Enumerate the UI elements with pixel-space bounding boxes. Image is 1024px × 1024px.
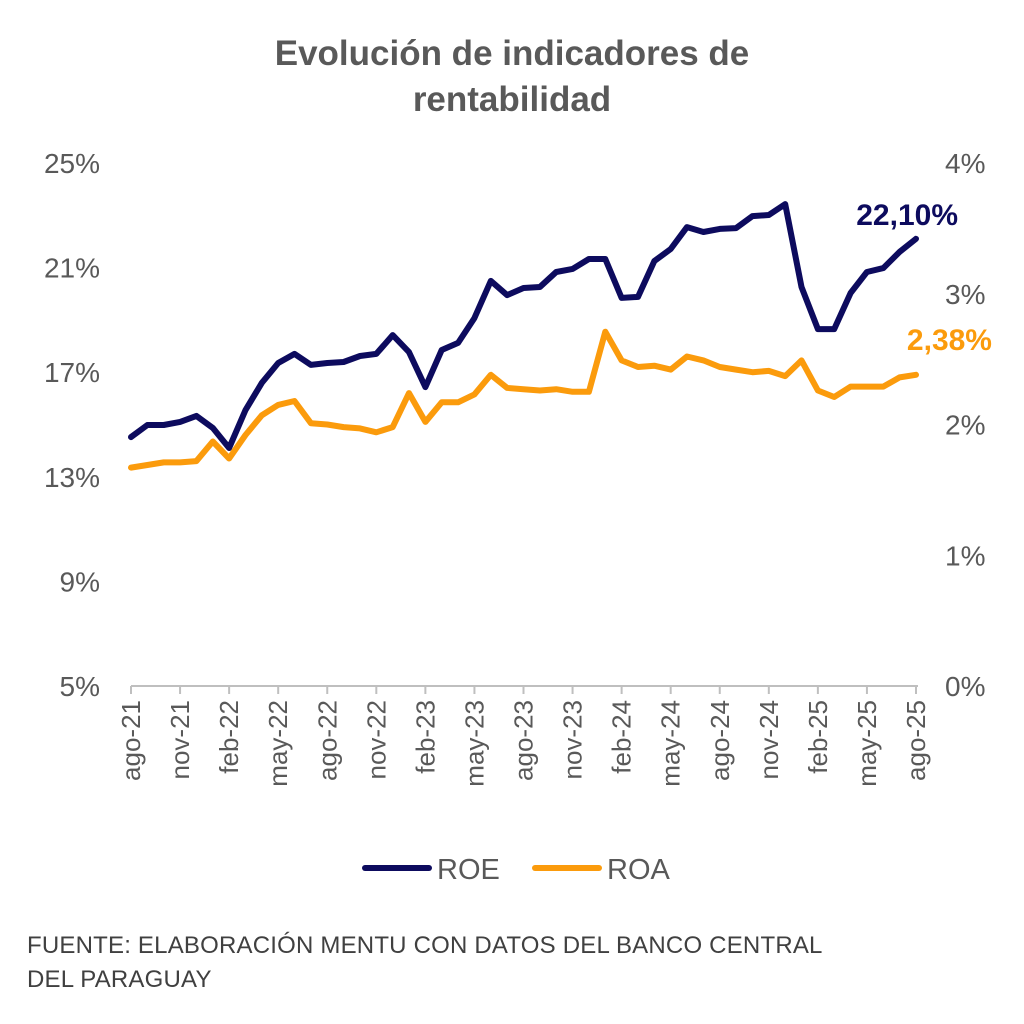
legend-label-roe: ROE xyxy=(437,854,500,886)
legend-label-roa: ROA xyxy=(607,854,671,886)
series-line-roa xyxy=(128,328,919,471)
y-right-tick-label: 4% xyxy=(945,148,985,179)
y-left-tick-label: 5% xyxy=(60,671,100,702)
x-tick-label: may-22 xyxy=(263,700,293,787)
y-left-tick-label: 17% xyxy=(44,357,100,388)
x-tick-label: may-25 xyxy=(852,700,882,787)
x-tick-label: may-24 xyxy=(656,700,686,787)
y-right-tick-label: 0% xyxy=(945,671,985,702)
x-tick-label: may-23 xyxy=(459,700,489,787)
x-tick-label: ago-22 xyxy=(312,700,342,781)
roa-last-value-label: 2,38% xyxy=(907,324,992,357)
source-note-line-2: DEL PARAGUAY xyxy=(27,966,212,993)
x-tick-label: nov-22 xyxy=(361,700,391,780)
x-tick-label: nov-23 xyxy=(558,700,588,780)
x-tick-label: ago-23 xyxy=(509,700,539,781)
y-left-tick-label: 9% xyxy=(60,566,100,597)
x-tick-label: feb-22 xyxy=(214,700,244,774)
y-left-tick-label: 25% xyxy=(44,148,100,179)
y-right-tick-label: 2% xyxy=(945,410,985,441)
y-right-tick-label: 3% xyxy=(945,279,985,310)
x-tick-label: ago-21 xyxy=(116,700,146,781)
roe-last-value-label: 22,10% xyxy=(856,199,958,232)
x-tick-label: feb-23 xyxy=(410,700,440,774)
chart-title-line-2: rentabilidad xyxy=(412,80,612,119)
x-tick-label: nov-24 xyxy=(754,700,784,780)
y-right-tick-label: 1% xyxy=(945,540,985,571)
y-left-tick-label: 13% xyxy=(44,462,100,493)
x-tick-label: ago-25 xyxy=(901,700,931,781)
x-tick-label: ago-24 xyxy=(705,700,735,781)
x-tick-label: feb-25 xyxy=(803,700,833,774)
x-tick-label: feb-24 xyxy=(607,700,637,774)
y-left-tick-label: 21% xyxy=(44,253,100,284)
chart-title-line-1: Evolución de indicadores de xyxy=(274,34,750,73)
series-line-roe xyxy=(128,201,919,451)
source-note-line-1: FUENTE: ELABORACIÓN MENTU CON DATOS DEL … xyxy=(27,932,823,959)
x-tick-label: nov-21 xyxy=(165,700,195,780)
